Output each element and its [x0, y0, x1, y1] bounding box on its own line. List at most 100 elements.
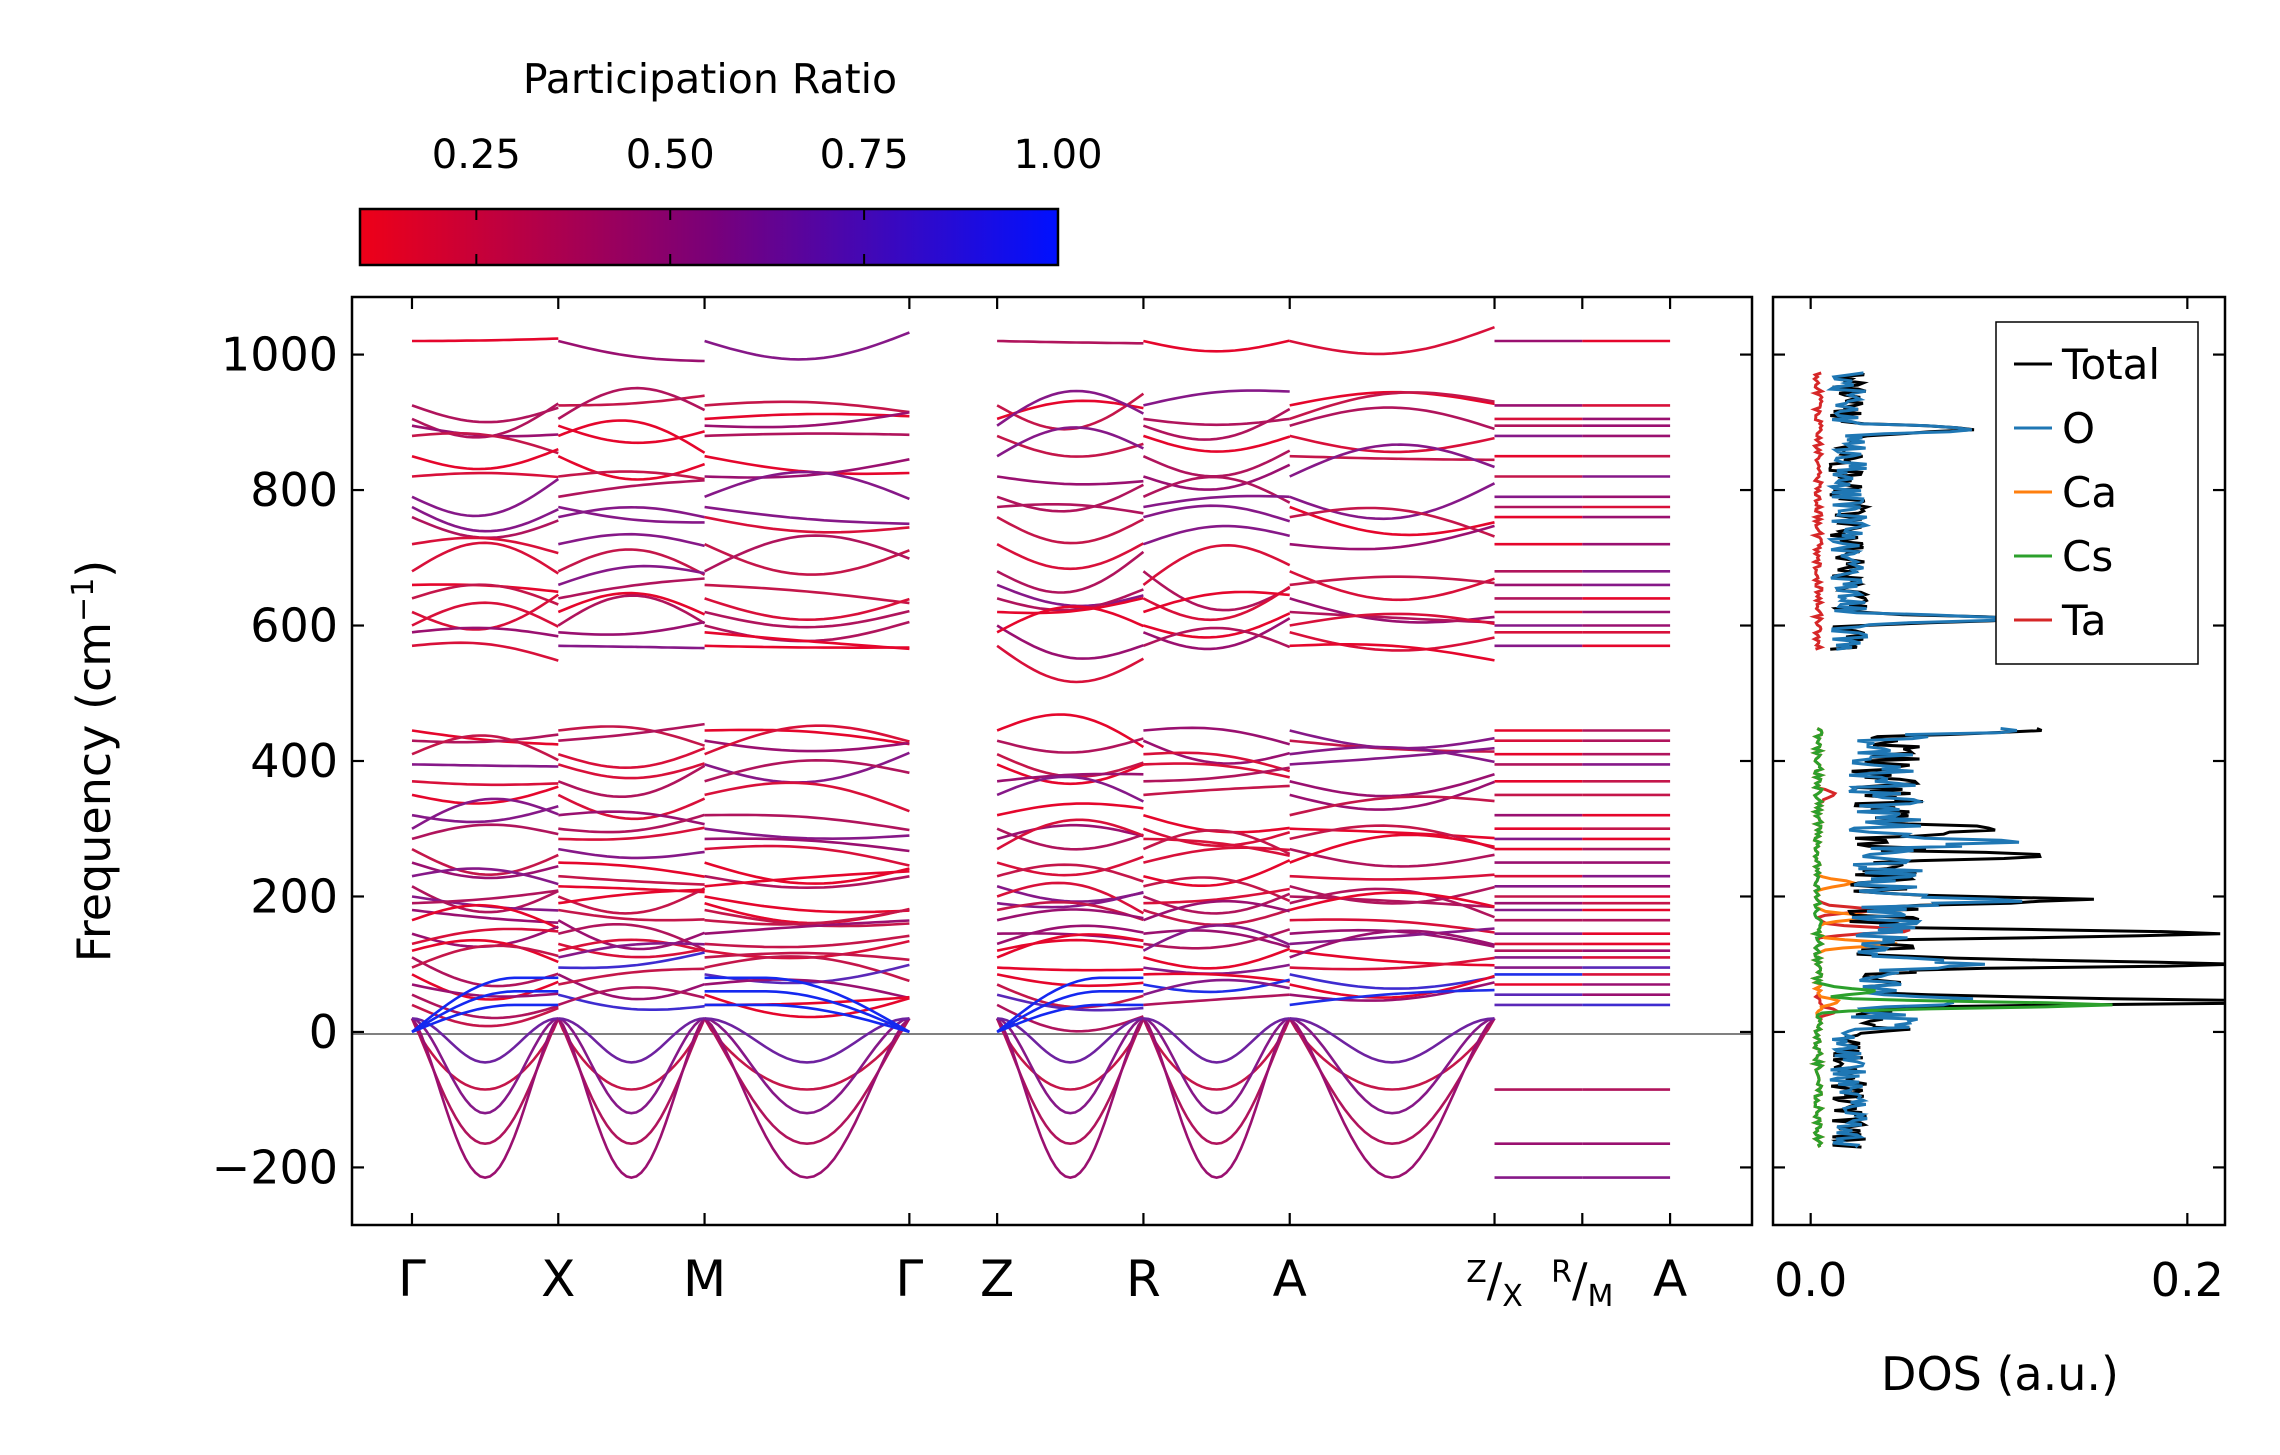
- band-line: [558, 951, 705, 970]
- band-line: [1143, 504, 1291, 523]
- band-line: [557, 591, 706, 616]
- band-line: [411, 536, 559, 555]
- band-line: [558, 644, 705, 650]
- acoustic-branch: [411, 976, 559, 1033]
- band-line: [557, 386, 706, 421]
- band-line: [1142, 827, 1291, 847]
- colorbar-tick-label: 1.00: [1013, 132, 1102, 178]
- soft-mode-line: [557, 1017, 706, 1115]
- band-line: [996, 392, 1145, 431]
- band-line: [557, 793, 706, 821]
- band-line: [997, 966, 1144, 972]
- soft-mode-line: [1143, 1017, 1290, 1064]
- band-line: [704, 739, 910, 753]
- band-line: [1143, 978, 1291, 994]
- band-line: [704, 543, 910, 576]
- band-line: [704, 534, 910, 573]
- band-line: [1289, 505, 1495, 537]
- band-line: [411, 733, 559, 744]
- band-line: [557, 923, 706, 951]
- soft-mode-line: [557, 1017, 706, 1146]
- acoustic-branch: [996, 990, 1144, 1034]
- band-line: [1142, 407, 1291, 441]
- band-line: [1289, 795, 1495, 817]
- band-line: [704, 583, 910, 605]
- soft-mode-line: [703, 1017, 911, 1146]
- band-line: [558, 532, 705, 548]
- band-line: [557, 746, 706, 770]
- band-x-tick-sup: R: [1551, 1255, 1572, 1290]
- band-line: [996, 737, 1144, 754]
- band-line: [558, 888, 705, 905]
- band-y-axis-label: Frequency (cm−1): [66, 560, 121, 963]
- band-line: [1289, 325, 1495, 356]
- band-line: [411, 447, 559, 471]
- soft-mode-line: [411, 1017, 559, 1064]
- acoustic-branch: [704, 976, 911, 1034]
- band-x-tick-label: X: [541, 1250, 575, 1308]
- band-line: [1289, 780, 1495, 811]
- band-y-tick-label: 0: [309, 1005, 338, 1059]
- band-line: [411, 797, 559, 830]
- band-x-tick-sup: Z: [1466, 1255, 1487, 1290]
- band-line: [557, 548, 706, 576]
- colorbar: Participation Ratio 0.25 0.50 0.75 1.00: [358, 55, 1103, 267]
- band-line: [1289, 847, 1495, 868]
- band-line: [411, 641, 559, 662]
- soft-mode-line: [703, 1017, 911, 1179]
- colorbar-gradient: [358, 207, 1060, 267]
- band-x-tick-sub: M: [1588, 1279, 1614, 1314]
- band-line: [411, 785, 559, 805]
- band-line: [997, 596, 1144, 615]
- band-line: [1142, 434, 1291, 453]
- acoustic-branch: [411, 990, 559, 1034]
- band-line: [558, 479, 705, 499]
- soft-mode-line: [995, 1017, 1145, 1091]
- band-line: [1143, 947, 1291, 970]
- soft-mode-line: [410, 1017, 560, 1179]
- band-line: [996, 426, 1144, 458]
- band-line: [1289, 974, 1495, 999]
- band-x-tick-base: /: [1487, 1253, 1503, 1307]
- band-line: [558, 725, 706, 747]
- band-line: [996, 827, 1144, 851]
- band-line: [558, 620, 705, 636]
- band-line: [1289, 949, 1495, 967]
- band-x-tick-label: R: [1126, 1250, 1161, 1308]
- band-line: [1143, 463, 1291, 491]
- band-line: [996, 938, 1144, 952]
- band-line: [411, 804, 559, 824]
- band-line: [704, 861, 910, 885]
- band-line: [704, 609, 910, 629]
- band-line: [411, 477, 560, 518]
- band-line: [411, 593, 560, 631]
- band-line: [996, 644, 1145, 684]
- band-x-tick-label: Z/X: [1466, 1253, 1523, 1314]
- colorbar-tick-label: 0.75: [820, 132, 909, 178]
- band-line: [704, 620, 910, 643]
- band-line: [411, 993, 559, 1020]
- acoustic-branch: [411, 1003, 559, 1034]
- colorbar-tick-label: 0.50: [626, 132, 715, 178]
- band-line: [558, 942, 705, 959]
- band-line: [557, 938, 705, 953]
- band-line: [996, 550, 1145, 594]
- band-line: [411, 927, 559, 946]
- band-line: [411, 861, 559, 880]
- soft-mode-line: [1142, 1017, 1291, 1115]
- band-line: [411, 944, 559, 969]
- dos-axes: 0.0 0.2: [1773, 297, 2225, 1307]
- band-line: [1143, 993, 1290, 1007]
- band-line: [1289, 918, 1495, 934]
- soft-mode-line: [704, 1017, 910, 1064]
- band-line: [704, 644, 910, 649]
- band-line: [411, 601, 559, 628]
- band-line: [411, 780, 559, 787]
- band-line: [704, 515, 910, 534]
- band-line: [1289, 612, 1495, 627]
- soft-mode-line: [411, 1017, 559, 1115]
- band-line: [558, 810, 705, 826]
- band-line: [704, 901, 910, 925]
- band-line: [1143, 389, 1290, 407]
